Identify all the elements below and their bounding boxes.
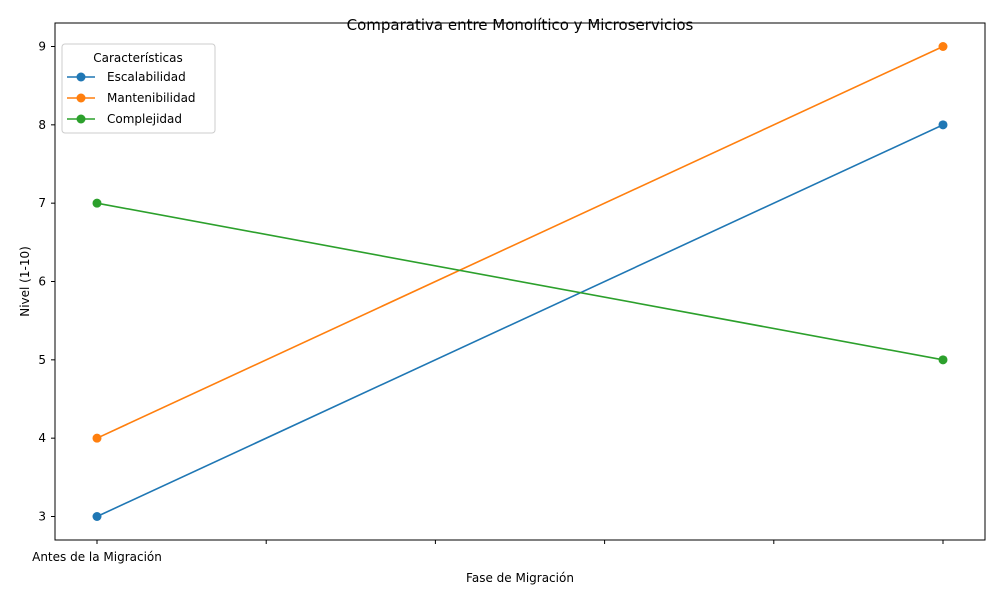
legend-label-mantenibilidad: Mantenibilidad <box>107 91 196 105</box>
legend-label-escalabilidad: Escalabilidad <box>107 70 186 84</box>
y-tick-label: 3 <box>38 510 46 524</box>
series-layer <box>92 42 948 521</box>
y-axis-label: Nivel (1-10) <box>18 246 32 317</box>
legend-label-complejidad: Complejidad <box>107 112 182 126</box>
legend-title: Características <box>93 51 182 65</box>
y-tick-label: 5 <box>38 353 46 367</box>
data-point-escalabilidad <box>92 512 102 521</box>
legend-marker-mantenibilidad <box>76 93 86 103</box>
y-tick-label: 9 <box>38 40 46 54</box>
x-tick-label: Antes de la Migración <box>32 550 162 564</box>
legend-marker-complejidad <box>76 114 86 124</box>
y-axis: 3 4 5 6 7 8 9 <box>38 40 55 524</box>
y-tick-label: 7 <box>38 196 46 210</box>
y-tick-label: 6 <box>38 275 46 289</box>
y-tick-label: 4 <box>38 431 46 445</box>
series-line-escalabilidad <box>96 124 944 518</box>
x-axis: Antes de la Migración <box>32 540 944 564</box>
legend-marker-escalabilidad <box>76 72 86 82</box>
series-line-complejidad <box>96 202 944 361</box>
legend-items: Escalabilidad Mantenibilidad Complejidad <box>67 70 196 126</box>
data-point-complejidad <box>938 355 948 365</box>
data-point-escalabilidad <box>938 120 948 130</box>
legend: Características Escalabilidad Mantenibili… <box>61 43 216 134</box>
series-line-mantenibilidad <box>96 45 944 439</box>
data-point-mantenibilidad <box>92 433 102 443</box>
legend-box <box>61 43 216 134</box>
chart-title: Comparativa entre Monolítico y Microserv… <box>347 16 694 34</box>
data-point-mantenibilidad <box>938 42 948 51</box>
x-axis-label: Fase de Migración <box>466 571 574 585</box>
y-tick-label: 8 <box>38 118 46 132</box>
data-point-complejidad <box>92 198 102 208</box>
